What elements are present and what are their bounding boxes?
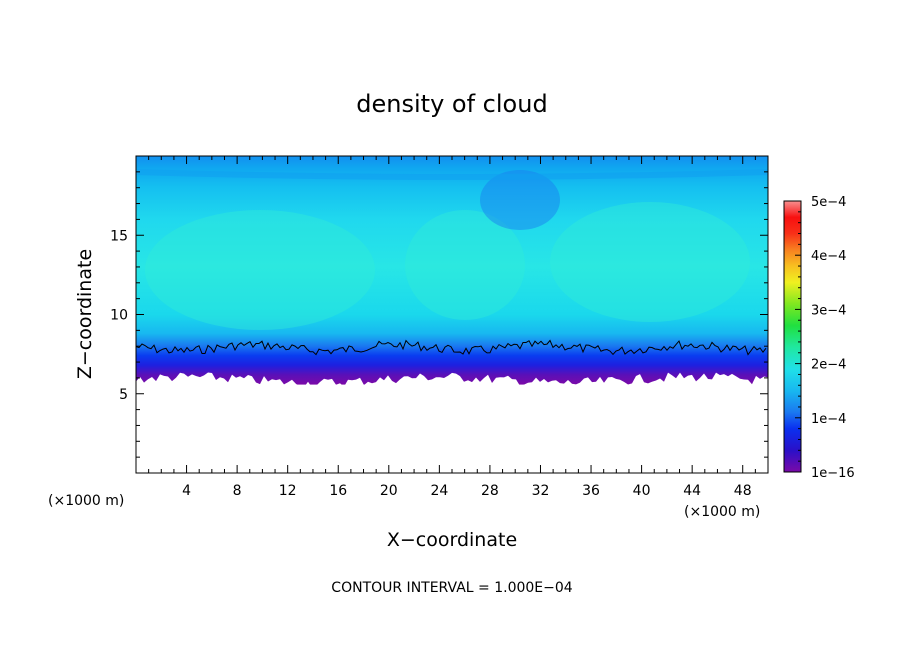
cloud-cell-middle <box>405 210 525 320</box>
cloud-thin-region <box>480 170 560 230</box>
z-unit-label-right: (×1000 m) <box>684 504 760 520</box>
contour-line <box>136 339 767 356</box>
colorbar-fill <box>783 200 802 473</box>
colorbar-tick-label: 1e−16 <box>811 466 855 481</box>
x-tick-label: 40 <box>633 483 651 499</box>
x-axis: 4 8 12 16 20 24 28 32 36 40 44 48 <box>148 156 756 499</box>
colorbar-tick-label: 2e−4 <box>811 358 846 373</box>
colorbar: 1e−16 1e−4 2e−4 3e−4 4e−4 5e−4 <box>783 195 855 481</box>
x-tick-label: 16 <box>329 483 347 499</box>
x-tick-label: 4 <box>182 483 191 499</box>
x-tick-label: 36 <box>582 483 600 499</box>
y-axis: 5 10 15 <box>110 171 768 458</box>
y-tick-label: 10 <box>110 308 128 324</box>
x-tick-label: 12 <box>279 483 297 499</box>
colorbar-tick-label: 5e−4 <box>811 195 846 210</box>
colorbar-tick-label: 4e−4 <box>811 249 846 264</box>
cloud-edge-top <box>136 169 768 180</box>
x-tick-label: 8 <box>233 483 242 499</box>
x-tick-label: 24 <box>430 483 448 499</box>
x-tick-label: 28 <box>481 483 499 499</box>
x-tick-label: 48 <box>734 483 752 499</box>
cloud-cell-right <box>550 202 750 322</box>
cloud-cell-left <box>145 210 375 330</box>
y-axis-label: Z−coordinate <box>74 249 96 379</box>
plot-area <box>136 156 768 473</box>
colorbar-tick-label: 1e−4 <box>811 412 846 427</box>
x-axis-label: X−coordinate <box>387 529 517 551</box>
contour-interval-note: CONTOUR INTERVAL = 1.000E−04 <box>331 580 572 596</box>
chart-title: density of cloud <box>356 90 547 118</box>
cloud-base-ragged <box>136 372 768 473</box>
x-tick-label: 32 <box>532 483 550 499</box>
x-tick-label: 44 <box>683 483 701 499</box>
y-tick-label: 15 <box>110 228 128 244</box>
x-unit-label-left: (×1000 m) <box>48 493 124 509</box>
colorbar-tick-label: 3e−4 <box>811 303 846 318</box>
y-tick-label: 5 <box>119 387 128 403</box>
x-tick-label: 20 <box>380 483 398 499</box>
